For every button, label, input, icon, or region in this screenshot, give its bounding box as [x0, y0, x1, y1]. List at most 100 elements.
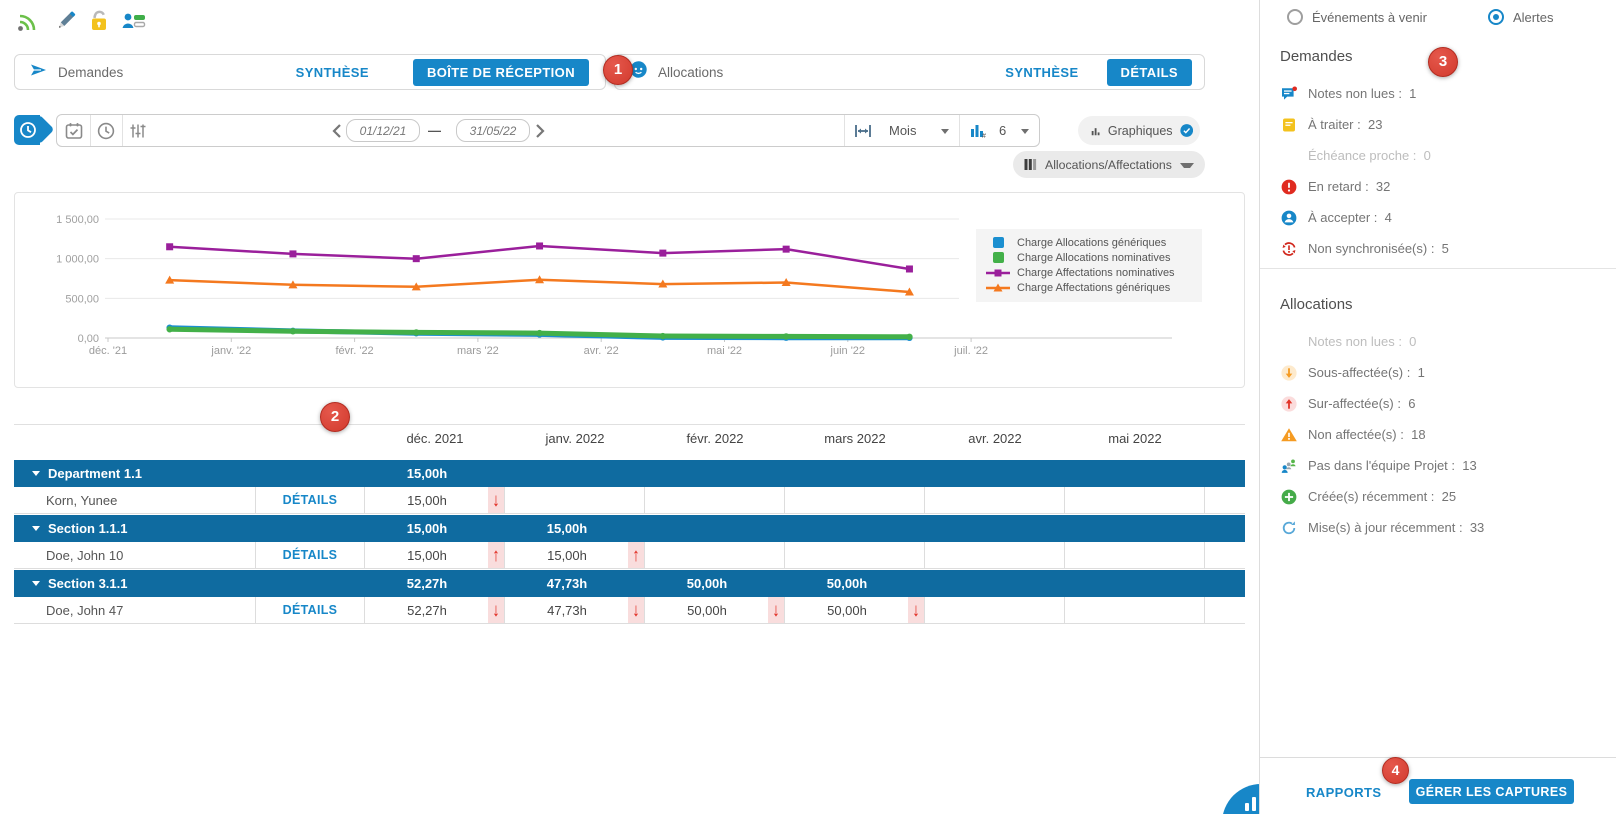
- alert-item[interactable]: Notes non lues : 1: [1280, 78, 1600, 109]
- group-row[interactable]: Section 3.1.152,27h47,73h50,00h50,00h: [14, 570, 1245, 597]
- month-cell: 47,73h: [505, 570, 645, 597]
- filter-radio-on[interactable]: Alertes: [1488, 9, 1553, 25]
- radio-icon[interactable]: [1488, 9, 1504, 25]
- radio-label: Alertes: [1513, 10, 1553, 25]
- legend-marker-icon: [986, 237, 1010, 248]
- chart-legend: Charge Allocations génériquesCharge Allo…: [976, 229, 1202, 302]
- cell-value: 15,00h: [505, 521, 629, 536]
- unlock-icon[interactable]: [86, 8, 112, 34]
- view-mode-caret-icon: [1180, 163, 1194, 168]
- alert-item[interactable]: À traiter : 23: [1280, 109, 1600, 140]
- callout-badge-2: 2: [320, 402, 350, 432]
- cell-value: 47,73h: [505, 576, 629, 591]
- svg-text:#: #: [982, 133, 986, 139]
- collapse-triangle-icon[interactable]: [32, 471, 40, 476]
- period-count-value[interactable]: 6: [999, 123, 1006, 138]
- svg-text:500,00: 500,00: [65, 293, 99, 305]
- month-cell: [1065, 487, 1205, 513]
- alert-item[interactable]: Créée(s) récemment : 25: [1280, 481, 1600, 512]
- arrow-up-over-icon: [1280, 395, 1298, 413]
- plus-green-icon: [1280, 488, 1298, 506]
- month-cell: [785, 460, 925, 487]
- none-icon: [1280, 333, 1298, 351]
- group-row[interactable]: Section 1.1.115,00h15,00h: [14, 515, 1245, 542]
- details-button[interactable]: DÉTAILS: [1107, 59, 1192, 86]
- alert-label: Notes non lues : 0: [1308, 334, 1416, 349]
- callout-badge-4: 4: [1382, 757, 1409, 784]
- alert-item[interactable]: Pas dans l'équipe Projet : 13: [1280, 450, 1600, 481]
- panel-title: Demandes: [58, 65, 123, 80]
- allocations-panel-header: Allocations SYNTHÈSE DÉTAILS: [614, 54, 1205, 90]
- period-scale-caret-icon[interactable]: [941, 129, 949, 134]
- alert-item[interactable]: Notes non lues : 0: [1280, 326, 1600, 357]
- details-link[interactable]: DÉTAILS: [255, 597, 365, 623]
- month-cell: 50,00h↓: [785, 597, 925, 623]
- calendar-check-icon[interactable]: [64, 121, 84, 141]
- month-cell: [785, 515, 925, 542]
- alert-item[interactable]: En retard : 32: [1280, 171, 1600, 202]
- graphs-toggle[interactable]: Graphiques: [1078, 116, 1200, 145]
- filter-radio-off[interactable]: Événements à venir: [1287, 9, 1427, 25]
- alert-item[interactable]: À accepter : 4: [1280, 202, 1600, 233]
- month-cell: [925, 597, 1065, 623]
- demandes-synthese-link[interactable]: SYNTHÈSE: [296, 65, 369, 80]
- trend-strip: ↓: [908, 597, 924, 623]
- time-view-active-button[interactable]: [14, 115, 40, 145]
- period-count-caret-icon[interactable]: [1021, 129, 1029, 134]
- legend-label: Charge Allocations nominatives: [1017, 252, 1170, 264]
- month-cell: [925, 542, 1065, 568]
- cell-value: 50,00h: [785, 603, 909, 618]
- month-cell: [1065, 570, 1205, 597]
- month-cell: [785, 487, 925, 513]
- alert-label: Notes non lues : 1: [1308, 86, 1416, 101]
- collapse-triangle-icon[interactable]: [32, 581, 40, 586]
- period-scale-value[interactable]: Mois: [889, 123, 916, 138]
- legend-marker-icon: [986, 252, 1010, 263]
- graphs-toggle-label: Graphiques: [1108, 124, 1173, 138]
- cell-value: 50,00h: [785, 576, 909, 591]
- alert-count: 23: [1368, 117, 1382, 132]
- alert-label: Non affectée(s) : 18: [1308, 427, 1426, 442]
- group-row[interactable]: Department 1.115,00h: [14, 460, 1245, 487]
- alert-late-icon: [1280, 178, 1298, 196]
- columns-icon: [1024, 158, 1037, 171]
- date-to-input[interactable]: [456, 119, 530, 142]
- month-cell: 15,00h: [505, 515, 645, 542]
- table-header: déc. 2021janv. 2022févr. 2022mars 2022av…: [14, 424, 1245, 450]
- alert-item[interactable]: Non affectée(s) : 18: [1280, 419, 1600, 450]
- edit-pencil-icon[interactable]: [52, 8, 78, 34]
- date-from-input[interactable]: [346, 119, 420, 142]
- doc-pending-icon: [1280, 116, 1298, 134]
- resources-status-icon[interactable]: [120, 8, 146, 34]
- alert-item[interactable]: Mise(s) à jour récemment : 33: [1280, 512, 1600, 543]
- sidebar-section-title: Demandes: [1280, 48, 1353, 65]
- details-link[interactable]: DÉTAILS: [255, 487, 365, 513]
- alert-count: 33: [1470, 520, 1484, 535]
- alert-count: 4: [1385, 210, 1392, 225]
- manage-captures-button[interactable]: GÉRER LES CAPTURES: [1409, 779, 1574, 804]
- alert-item[interactable]: Sous-affectée(s) : 1: [1280, 357, 1600, 388]
- cell-value: 15,00h: [365, 466, 489, 481]
- previous-period-chevron[interactable]: [331, 123, 343, 139]
- svg-text:juil. '22: juil. '22: [953, 345, 988, 357]
- legend-label: Charge Affectations nominatives: [1017, 267, 1175, 279]
- details-link[interactable]: DÉTAILS: [255, 542, 365, 568]
- month-cell: [925, 570, 1065, 597]
- radio-icon[interactable]: [1287, 9, 1303, 25]
- alert-item[interactable]: Échéance proche : 0: [1280, 140, 1600, 171]
- month-cell: [645, 460, 785, 487]
- alert-item[interactable]: Non synchronisée(s) : 5: [1280, 233, 1600, 264]
- inbox-button[interactable]: BOÎTE DE RÉCEPTION: [413, 59, 589, 86]
- alert-item[interactable]: Sur-affectée(s) : 6: [1280, 388, 1600, 419]
- next-period-chevron[interactable]: [534, 123, 546, 139]
- view-mode-selector[interactable]: Allocations/Affectations: [1013, 151, 1205, 178]
- clock-icon[interactable]: [96, 121, 116, 141]
- allocations-synthese-link[interactable]: SYNTHÈSE: [1005, 65, 1078, 80]
- feed-icon[interactable]: [14, 8, 40, 34]
- svg-text:mars '22: mars '22: [457, 345, 499, 357]
- display-options-icon[interactable]: [128, 121, 148, 141]
- reports-link[interactable]: RAPPORTS: [1306, 785, 1381, 800]
- alert-label: Créée(s) récemment : 25: [1308, 489, 1456, 504]
- collapse-triangle-icon[interactable]: [32, 526, 40, 531]
- month-cell: [785, 542, 925, 568]
